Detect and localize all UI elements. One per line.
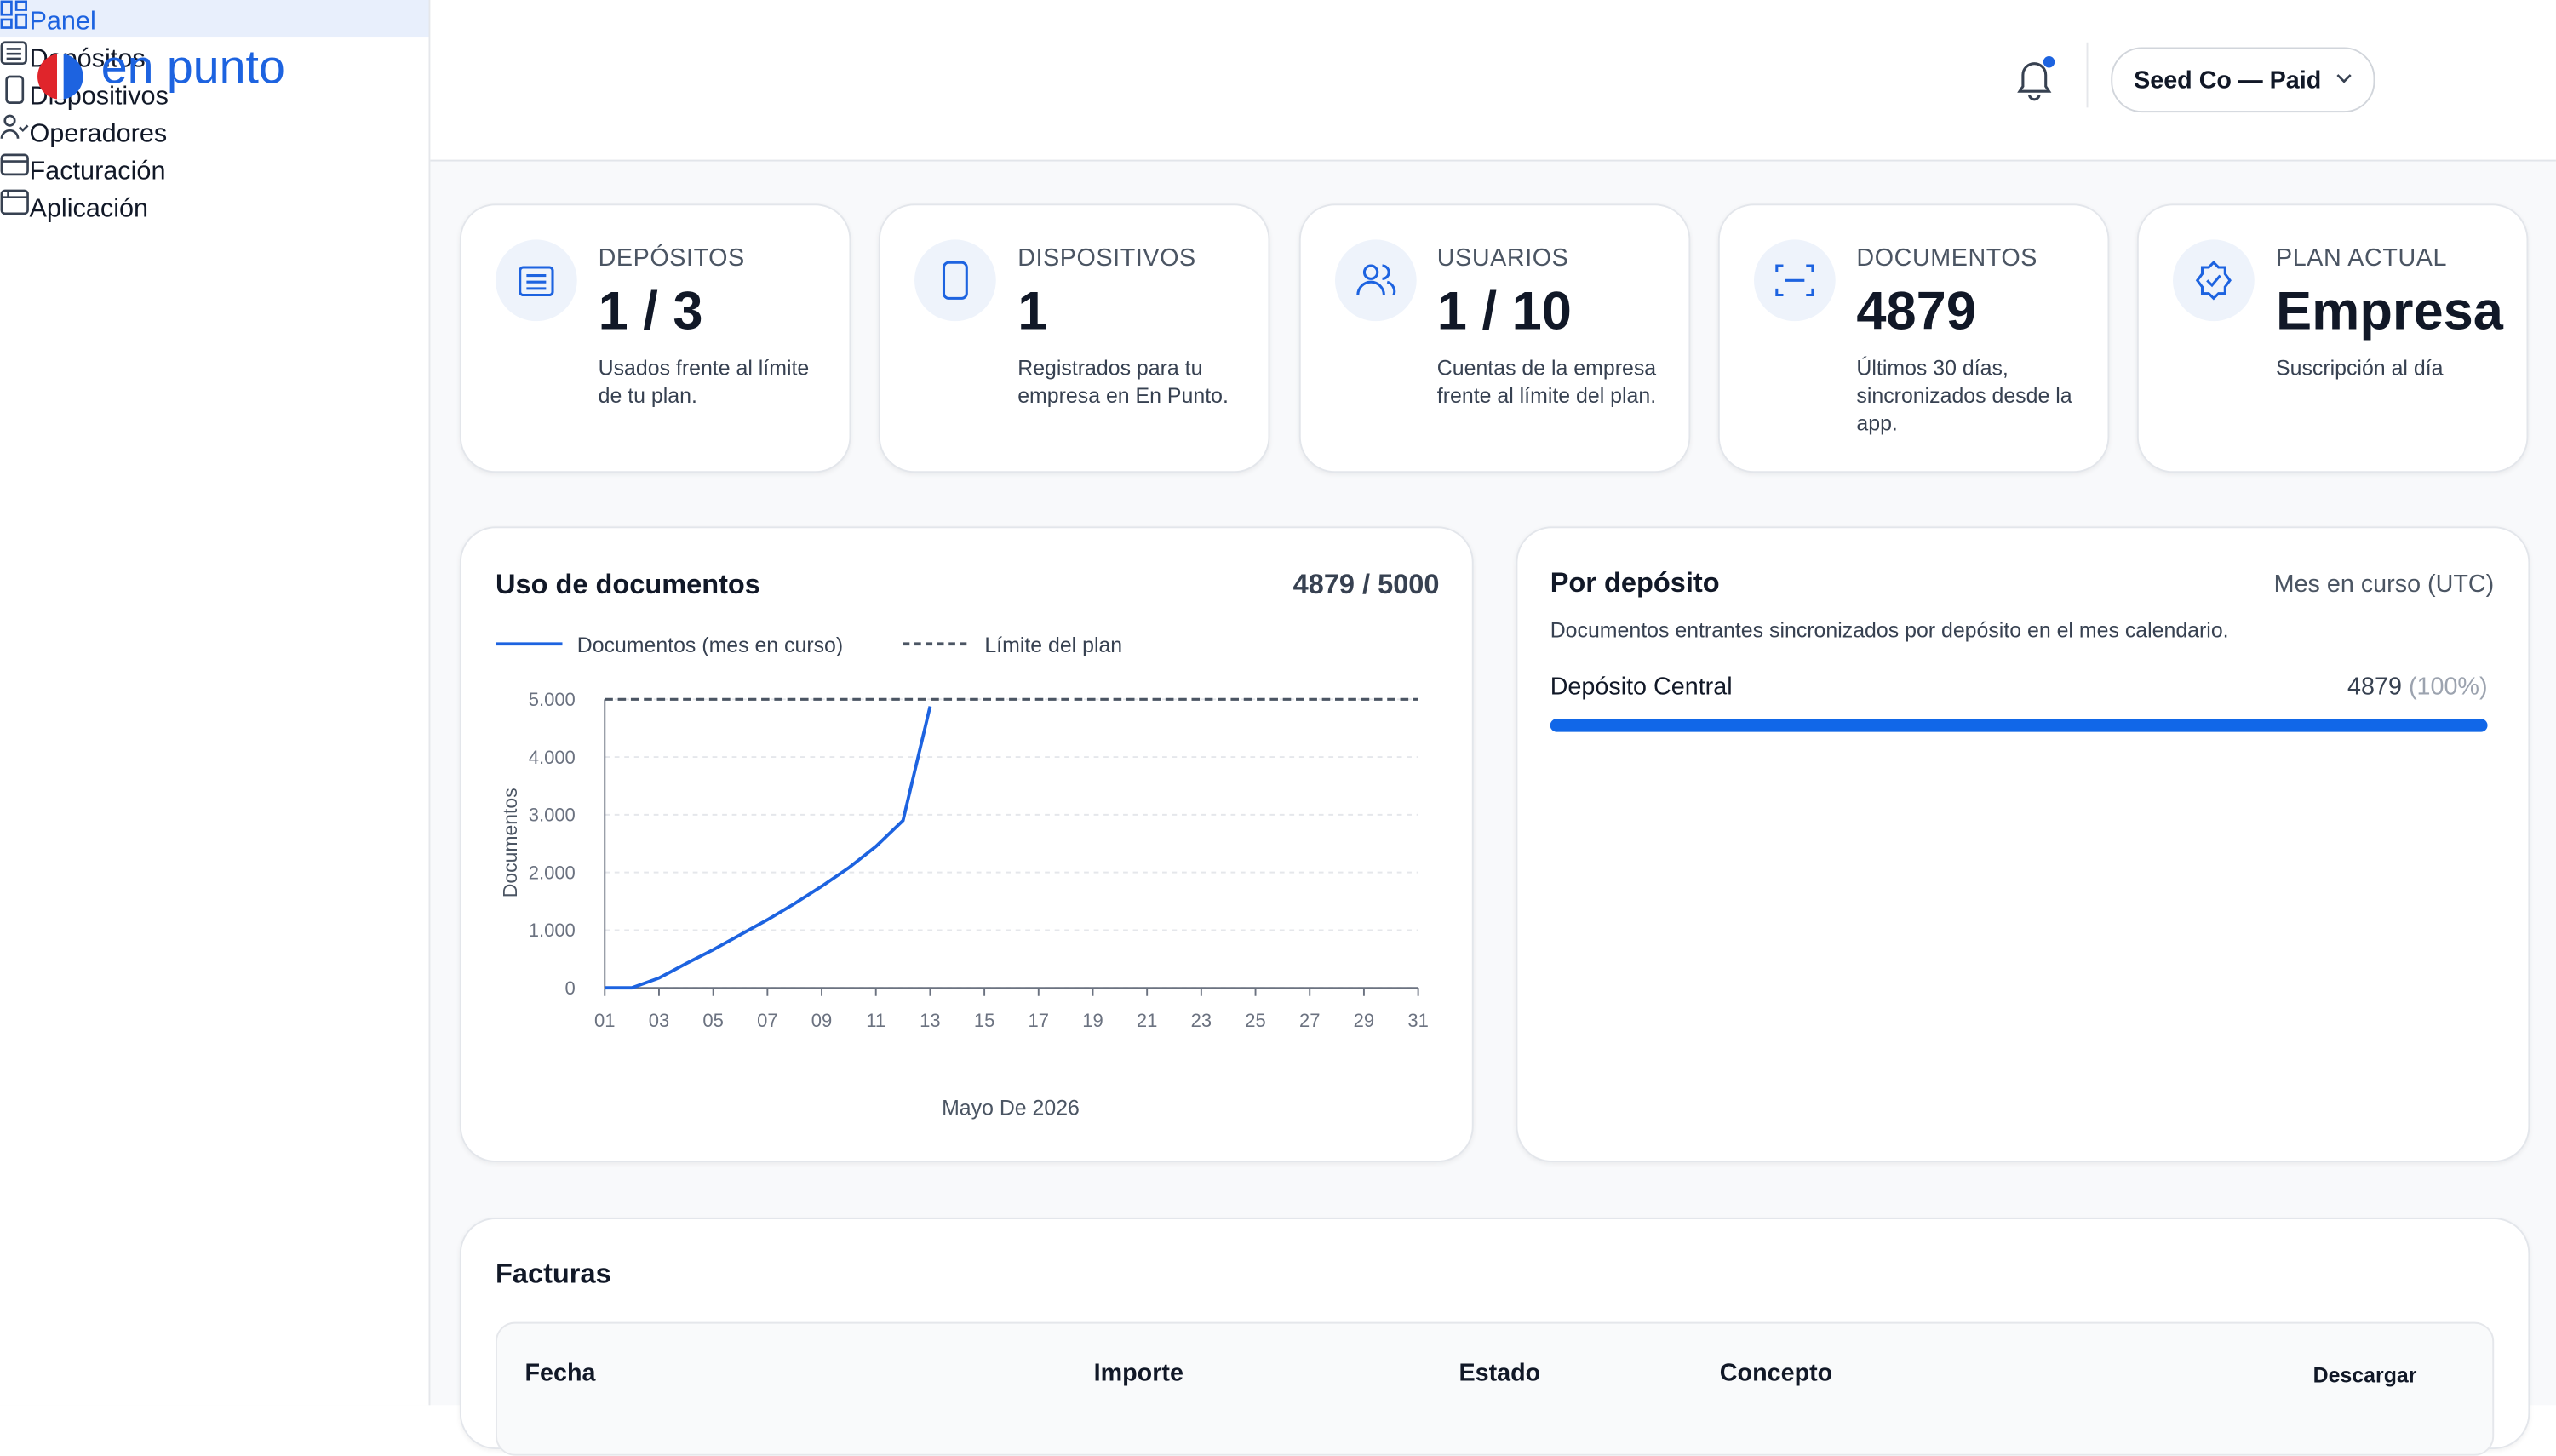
nav-label: Aplicación xyxy=(29,195,149,224)
invoices-card: Facturas Fecha Importe Estado Concepto Desca… xyxy=(459,1218,2530,1456)
chart-title: Uso de documentos xyxy=(496,569,760,599)
stat-description: Últimos 30 días, sincronizados desde la … xyxy=(1856,355,2072,436)
sidebar: en punto Panel Depósitos Dispositivos Opera… xyxy=(0,0,431,1406)
column-header: Estado xyxy=(1459,1359,1541,1388)
nav-item[interactable]: Aplicación xyxy=(0,187,429,225)
invoices-table: Fecha Importe Estado Concepto Descargar xyxy=(496,1321,2495,1456)
nav-label: Operadores xyxy=(29,120,168,149)
usage-card: Uso de documentos 4879 / 5000 Documentos (… xyxy=(459,526,1474,1163)
x-tick-label: 07 xyxy=(757,1010,777,1031)
nav-item[interactable]: Facturación xyxy=(0,150,429,187)
y-tick-label: 4.000 xyxy=(529,747,576,768)
deposit-description: Documentos entrantes sincronizados por d… xyxy=(1550,617,2229,643)
deposit-period: Mes en curso (UTC) xyxy=(2273,570,2495,599)
x-tick-label: 23 xyxy=(1191,1010,1212,1031)
column-header: Concepto xyxy=(1719,1359,1833,1388)
column-header: Fecha xyxy=(524,1359,596,1388)
x-tick-label: 21 xyxy=(1137,1010,1157,1031)
x-tick-label: 19 xyxy=(1082,1010,1103,1031)
stat-icon xyxy=(1334,239,1416,322)
stat-label: PLAN ACTUAL xyxy=(2276,244,2448,272)
x-tick-label: 31 xyxy=(1407,1010,1428,1031)
x-tick-label: 15 xyxy=(974,1010,994,1031)
stat-value: 1 xyxy=(1017,280,1048,341)
x-tick-label: 17 xyxy=(1029,1010,1049,1031)
deposit-value: 4879 (100%) xyxy=(2347,674,2487,702)
stat-description: Registrados para tu empresa en En Punto. xyxy=(1017,355,1229,408)
x-tick-label: 29 xyxy=(1354,1010,1374,1031)
y-tick-label: 0 xyxy=(565,977,576,999)
legend-label: Límite del plan xyxy=(984,633,1122,657)
logo: en punto xyxy=(100,42,285,95)
x-tick-label: 09 xyxy=(811,1010,832,1031)
deposit-card: Por depósito Mes en curso (UTC) Document… xyxy=(1516,526,2530,1163)
x-axis-label: Mayo De 2026 xyxy=(942,1097,1080,1121)
deposit-count: 4879 xyxy=(2347,673,2402,702)
stat-card: DISPOSITIVOS 1 Registrados para tu empresa… xyxy=(879,203,1270,473)
y-tick-label: 5.000 xyxy=(529,689,576,710)
nav-label: Panel xyxy=(29,8,96,37)
stat-card: PLAN ACTUAL Empresa Suscripción al día xyxy=(2137,203,2529,473)
x-tick-label: 27 xyxy=(1299,1010,1320,1031)
x-tick-label: 25 xyxy=(1245,1010,1265,1031)
deposit-name: Depósito Central xyxy=(1550,673,1733,702)
column-header: Importe xyxy=(1093,1359,1183,1388)
stat-card: DEPÓSITOS 1 / 3 Usados frente al límite de… xyxy=(459,203,851,473)
stat-icon xyxy=(496,239,577,322)
x-tick-label: 01 xyxy=(594,1010,615,1031)
logo-icon xyxy=(37,54,83,100)
nav-item[interactable]: Panel xyxy=(0,0,429,38)
stat-description: Suscripción al día xyxy=(2276,355,2444,381)
invoices-title: Facturas xyxy=(496,1258,611,1290)
stat-icon xyxy=(1753,239,1836,322)
stat-label: DISPOSITIVOS xyxy=(1017,244,1196,272)
account-menu[interactable]: Seed Co — Paid xyxy=(2111,47,2375,113)
notifications[interactable] xyxy=(2013,55,2055,101)
stat-value: 1 / 10 xyxy=(1436,280,1572,341)
stat-value: 1 / 3 xyxy=(598,280,703,341)
stat-icon xyxy=(2173,239,2255,322)
stat-value: Empresa xyxy=(2276,280,2503,341)
stat-card: DOCUMENTOS 4879 Últimos 30 días, sincroniz… xyxy=(1717,203,2110,473)
nav-label: Facturación xyxy=(29,158,166,186)
deposit-space xyxy=(2402,674,2409,702)
stat-description: Cuentas de la empresa frente al límite d… xyxy=(1436,355,1657,408)
x-tick-label: 13 xyxy=(920,1010,940,1031)
series-line xyxy=(605,706,932,990)
stat-label: DEPÓSITOS xyxy=(598,244,745,272)
deposit-title: Por depósito xyxy=(1550,567,1720,599)
account: Seed Co — Paid xyxy=(2134,66,2322,95)
y-tick-label: 2.000 xyxy=(529,862,576,883)
header: Seed Co — Paid xyxy=(430,0,2556,162)
deposit-bar xyxy=(1550,719,2488,732)
y-axis-label: Documentos xyxy=(499,788,521,897)
column-header: Descargar xyxy=(2312,1362,2417,1388)
stat-icon xyxy=(914,239,997,322)
stat-label: USUARIOS xyxy=(1436,244,1569,272)
deposit-track xyxy=(1550,719,2488,732)
y-tick-label: 3.000 xyxy=(529,805,576,826)
x-tick-label: 05 xyxy=(702,1010,723,1031)
x-tick-label: 03 xyxy=(649,1010,669,1031)
chart: Uso de documentos 4879 / 5000 Documentos (… xyxy=(496,569,1440,1121)
stat-value: 4879 xyxy=(1856,280,1976,341)
stat-description: Usados frente al límite de tu plan. xyxy=(598,355,810,408)
deposit-percent: (100%) xyxy=(2408,673,2488,702)
x-tick-label: 11 xyxy=(866,1010,885,1031)
stat-label: DOCUMENTOS xyxy=(1856,244,2038,272)
nav-item[interactable]: Operadores xyxy=(0,112,429,150)
stat-card: USUARIOS 1 / 10 Cuentas de la empresa fren… xyxy=(1298,203,1690,473)
y-tick-label: 1.000 xyxy=(529,920,576,941)
chart-annotation: 4879 / 5000 xyxy=(1293,569,1440,599)
legend-label: Documentos (mes en curso) xyxy=(577,633,843,657)
